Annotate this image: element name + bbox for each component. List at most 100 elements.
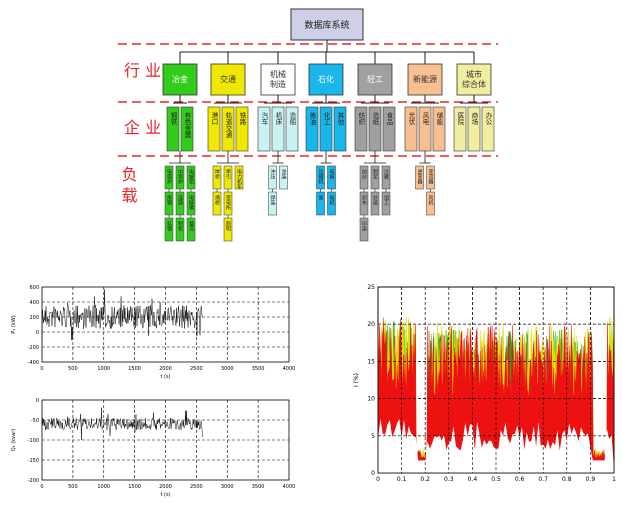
industry-node	[407, 63, 443, 96]
y-tick-label: 600	[29, 285, 39, 291]
x-tick-label: 4000	[283, 484, 296, 490]
y-tick-label: 5	[371, 433, 375, 440]
x-tick-label: 1500	[128, 484, 141, 490]
x-tick-label: 3500	[252, 484, 265, 490]
load-label: 连铸	[177, 194, 183, 205]
load-node	[415, 165, 424, 190]
lower-mask	[378, 418, 614, 473]
industry-label: 城市	[466, 69, 482, 79]
x-tick-label: 3000	[221, 484, 234, 490]
industry-node	[210, 63, 246, 96]
load-node	[381, 191, 391, 216]
x-tick-label: 0.2	[420, 476, 430, 483]
load-label: 岸桥	[214, 168, 220, 180]
power-plot: 0 500 1000 1500 2000 2500 3000 3500 400060040020…	[11, 285, 295, 380]
load-label: 加工	[383, 194, 389, 205]
y-tick-label: -200	[28, 478, 39, 484]
load-label: 电解铝	[188, 168, 194, 185]
industry-label: 机械	[270, 69, 286, 79]
x-tick-label: 2500	[190, 366, 203, 372]
industry-label: 制造	[270, 79, 286, 89]
load-label: 电机	[329, 194, 335, 206]
y-tick-label: 0	[36, 330, 39, 336]
load-label: 轧钢	[166, 220, 172, 232]
company-label: 医院	[456, 112, 464, 127]
y-tick-label: 0	[36, 398, 39, 404]
load-label: 印染	[361, 220, 367, 232]
x-axis-label: t (s)	[160, 374, 170, 380]
load-label: 制浆	[372, 168, 378, 179]
y-axis-label: I (%)	[353, 373, 360, 387]
load-label: 泵	[318, 195, 324, 200]
y-tick-label: -150	[28, 458, 39, 464]
company-label: 铁路	[238, 111, 246, 127]
x-tick-label: 0.9	[586, 476, 596, 483]
industry-node	[162, 63, 198, 96]
y-tick-label: 400	[29, 300, 39, 306]
load-node	[234, 165, 244, 190]
y-tick-label: 200	[29, 315, 39, 321]
load-label: 电力机车	[236, 168, 242, 190]
root-node-label: 数据库系统	[304, 19, 349, 31]
company-node	[382, 106, 396, 152]
company-label: 储能	[435, 111, 443, 127]
company-node	[333, 106, 347, 152]
harmonic-plot: 0 0.1 0.2 0.3 0.4 0.5 0.6 0.7 0.8 0.9 1 25 20 15 10 5 0 I…	[353, 284, 616, 483]
x-tick-label: 2000	[159, 484, 172, 490]
industry-label: 交通	[220, 74, 236, 84]
x-tick-label: 0.4	[468, 476, 478, 483]
company-label: 办公	[484, 111, 492, 126]
load-node	[359, 217, 369, 242]
company-label: 机床	[274, 111, 282, 127]
y-tick-label: -200	[28, 345, 39, 351]
y-axis-label: P₁ (kW)	[11, 315, 17, 333]
company-label: 汽车	[260, 111, 268, 127]
load-node	[212, 191, 222, 216]
load-label: 冲压	[270, 168, 276, 180]
industry-node	[308, 63, 344, 96]
x-tick-label: 3000	[221, 366, 234, 372]
load-node	[279, 165, 288, 190]
reactive-power-plot: 0 500 1000 1500 2000 2500 3000 3500 4000 0 -50 -100…	[11, 398, 295, 498]
load-node	[327, 191, 336, 216]
x-tick-label: 2000	[159, 366, 172, 372]
load-label: 风机	[428, 195, 434, 206]
load-label: 逆变器	[417, 168, 423, 185]
x-tick-label: 0.5	[491, 476, 501, 483]
x-tick-label: 0.8	[562, 476, 572, 483]
industry-label: 综合体	[462, 79, 486, 89]
company-label: 化工	[322, 111, 330, 126]
company-node	[453, 106, 467, 152]
x-tick-label: 2500	[190, 484, 203, 490]
load-label: 抄纸	[372, 194, 378, 206]
company-label: 商场	[470, 111, 478, 127]
root-node	[290, 8, 364, 41]
y-axis-label: Q₁ (kvar)	[11, 429, 17, 451]
x-tick-label: 0.6	[515, 476, 525, 483]
x-tick-label: 0	[376, 476, 380, 483]
load-label: 中频炉	[177, 168, 183, 185]
layer-label-industry: 行 业	[124, 61, 161, 80]
x-tick-label: 1	[612, 476, 616, 483]
load-label: 冷藏	[383, 168, 389, 180]
company-label: 炼油	[308, 111, 316, 127]
company-node	[257, 106, 271, 152]
layer-label-enterprise: 企 业	[124, 118, 161, 137]
load-node	[316, 191, 325, 216]
x-tick-label: 0.3	[444, 476, 454, 483]
load-label: 织布	[361, 194, 367, 206]
load-label: 涂装	[281, 168, 287, 180]
x-tick-label: 1000	[97, 366, 110, 372]
company-node	[354, 106, 368, 152]
industry-label: 轻工	[367, 74, 383, 84]
layer-label-load: 负 载	[119, 166, 138, 204]
y-tick-label: -100	[28, 438, 39, 444]
company-node	[481, 106, 495, 152]
company-label: 纺织	[357, 111, 365, 127]
x-tick-label: 1000	[97, 484, 110, 490]
company-node	[467, 106, 481, 152]
company-label: 光伏	[407, 111, 415, 127]
